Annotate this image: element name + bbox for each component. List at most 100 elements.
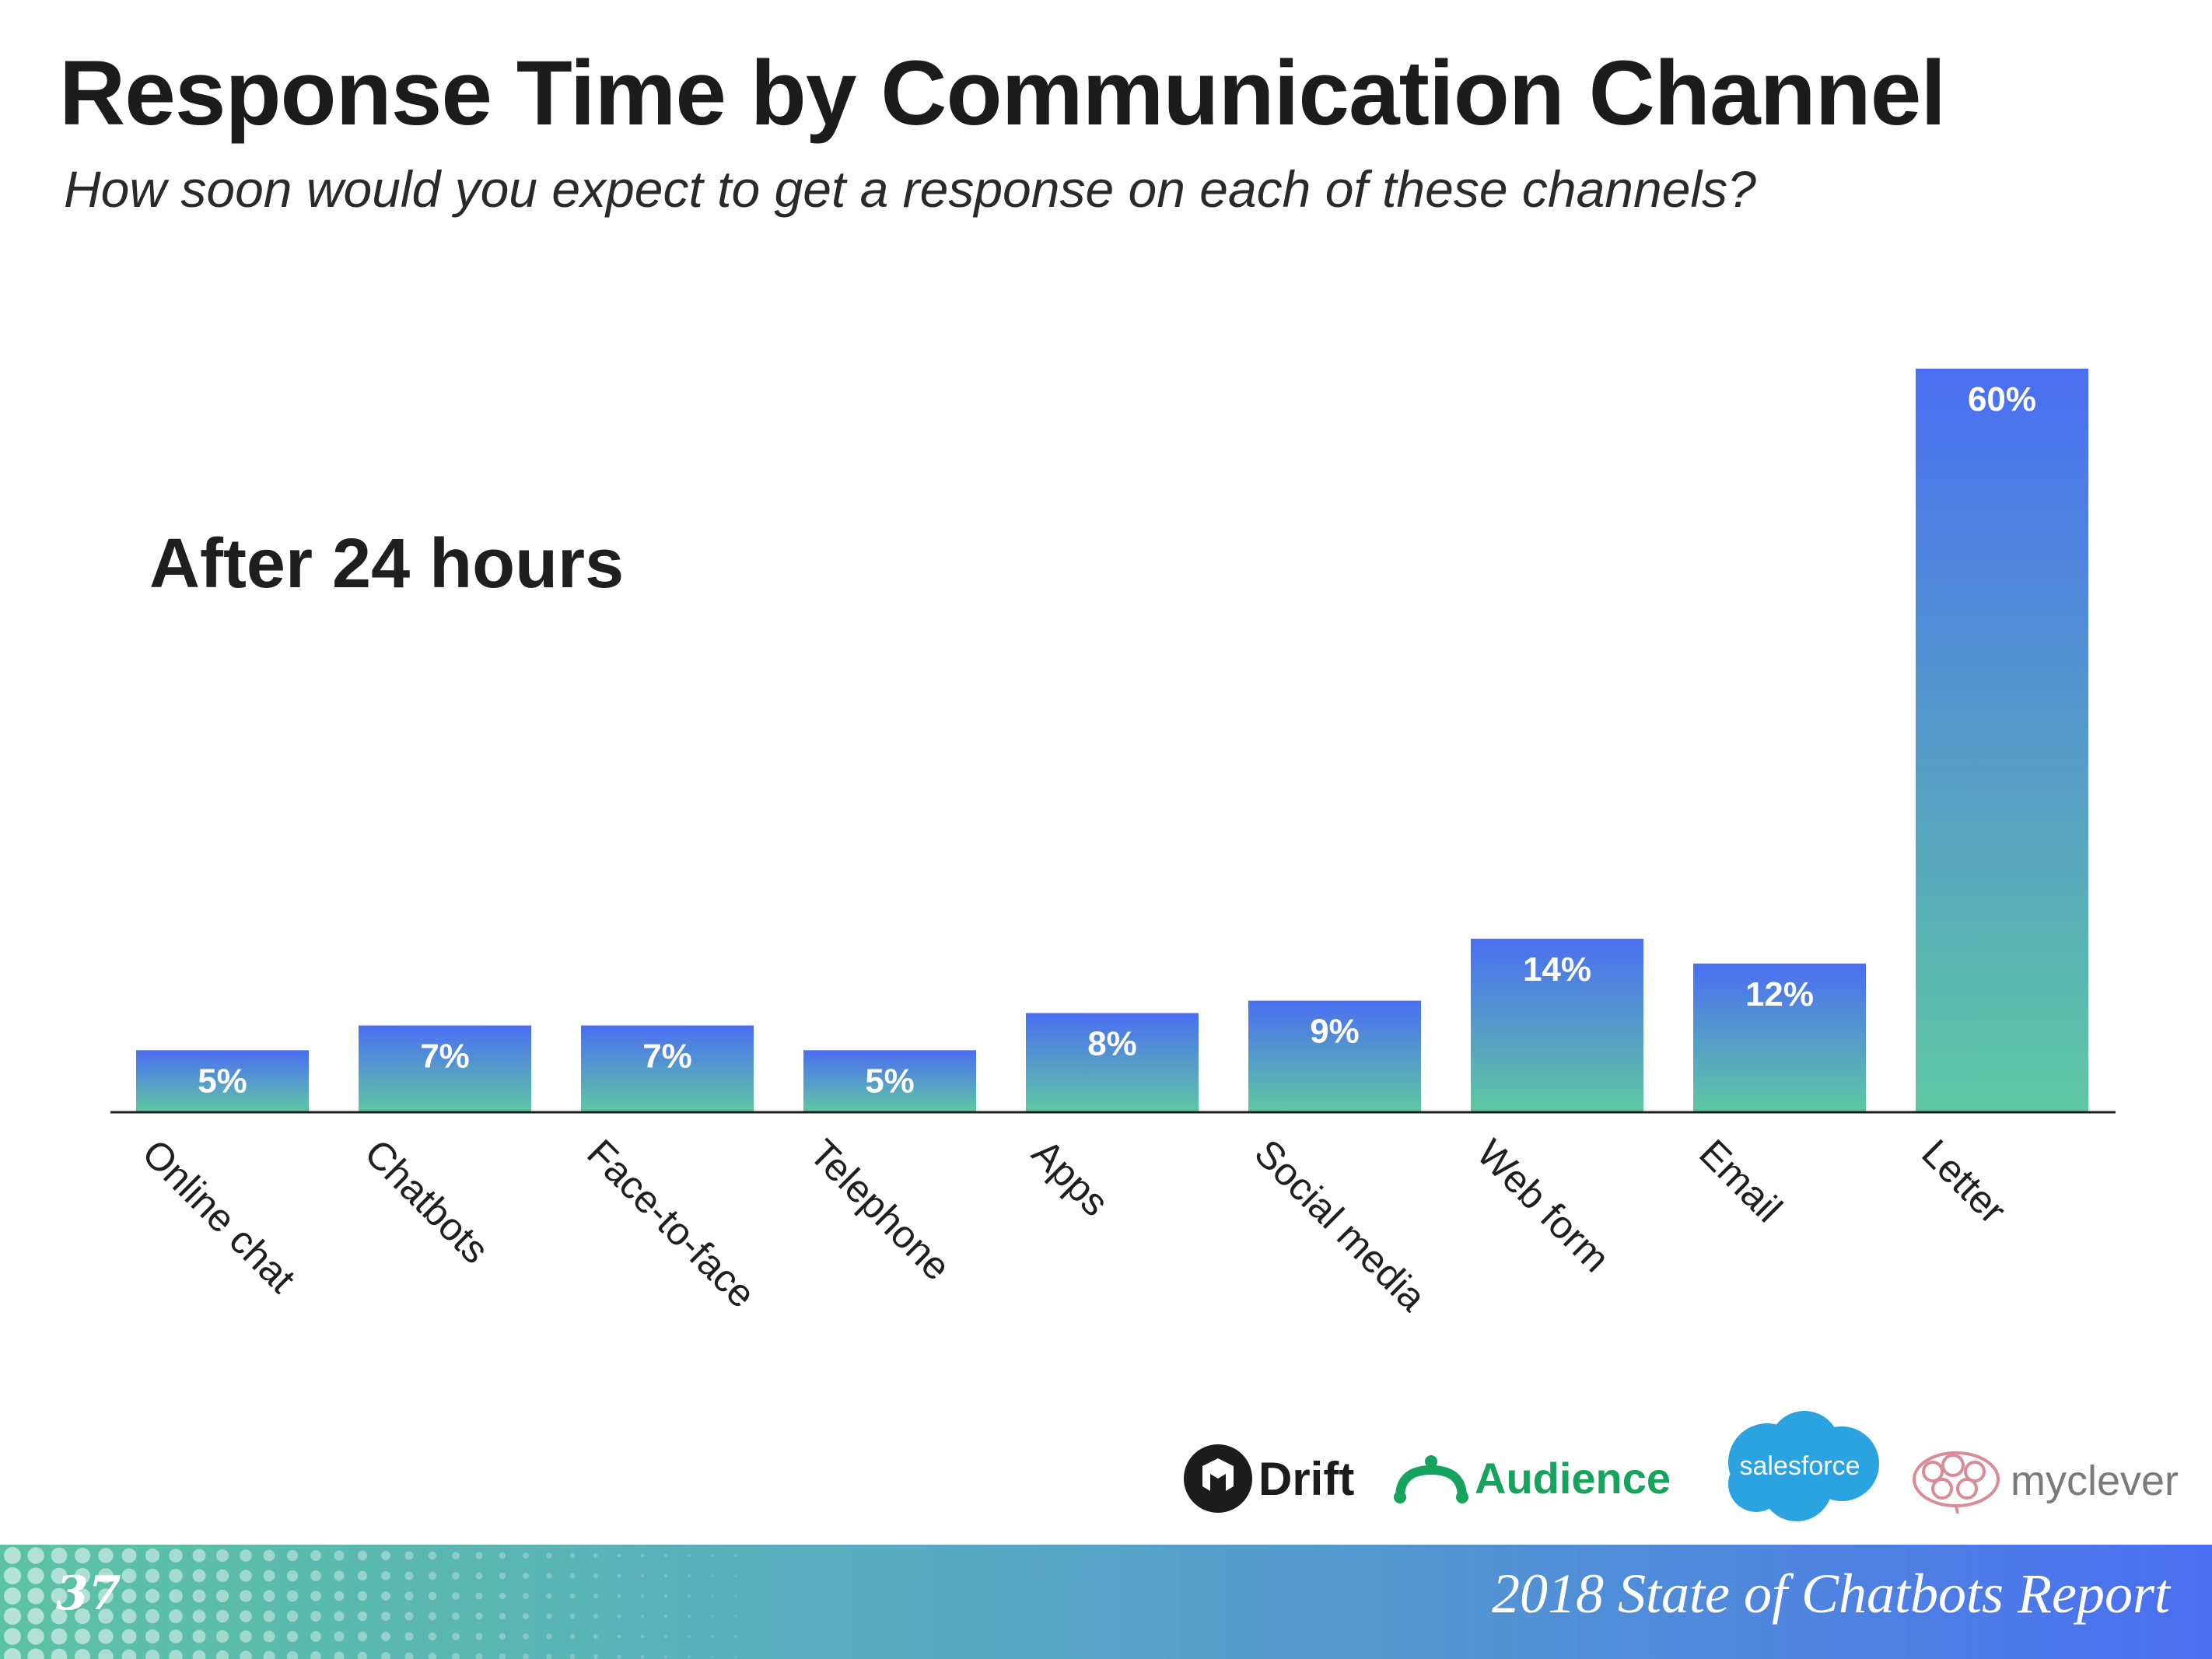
pattern-dot	[215, 1650, 229, 1659]
pattern-dot	[569, 1633, 576, 1640]
salesforce-cloud-icon: salesforce	[1728, 1411, 1879, 1521]
pattern-dot	[711, 1635, 714, 1638]
pattern-dot	[27, 1587, 44, 1605]
pattern-dot	[357, 1611, 368, 1622]
pattern-dot	[593, 1594, 598, 1598]
pattern-dot	[734, 1655, 737, 1658]
pattern-dot	[569, 1593, 576, 1599]
data-label-social-media: 9%	[1310, 1013, 1360, 1051]
pattern-dot	[593, 1573, 598, 1578]
pattern-dot	[663, 1553, 668, 1558]
pattern-dot	[640, 1594, 645, 1598]
pattern-dot	[357, 1591, 368, 1601]
pattern-dot	[51, 1567, 68, 1584]
pattern-dot	[215, 1629, 229, 1643]
pattern-dot	[499, 1552, 506, 1559]
pattern-dot	[381, 1612, 390, 1621]
pattern-dot	[569, 1613, 576, 1619]
data-label-apps: 8%	[1087, 1025, 1137, 1063]
pattern-dot	[617, 1553, 621, 1558]
pattern-dot	[192, 1589, 206, 1603]
pattern-dot	[523, 1573, 529, 1579]
pattern-dot	[428, 1591, 437, 1601]
pattern-dot	[334, 1570, 345, 1581]
report-title: 2018 State of Chatbots Report	[1492, 1563, 2170, 1625]
x-tick-label-telephone: Telephone	[801, 1131, 959, 1289]
pattern-dot	[357, 1550, 368, 1561]
drift-logo: Drift	[1182, 1443, 1354, 1514]
pattern-dot	[688, 1655, 691, 1658]
pattern-dot	[711, 1594, 714, 1598]
pattern-dot	[617, 1573, 621, 1578]
pattern-dot	[499, 1633, 506, 1640]
pattern-dot	[523, 1593, 529, 1599]
x-tick-label-email: Email	[1691, 1131, 1790, 1230]
pattern-dot	[593, 1614, 598, 1619]
pattern-dot	[617, 1614, 621, 1619]
pattern-dot	[169, 1589, 183, 1603]
pattern-dot	[286, 1650, 299, 1659]
pattern-dot	[640, 1654, 645, 1659]
pattern-dot	[4, 1628, 21, 1645]
partner-logos: Drift Audience salesforce	[1167, 1408, 2212, 1540]
myclever-logo: myclever	[1909, 1448, 2179, 1514]
pattern-dot	[240, 1610, 252, 1622]
pattern-dot	[475, 1592, 483, 1600]
pattern-dot	[27, 1648, 44, 1659]
pattern-dot	[334, 1651, 345, 1659]
pattern-dot	[499, 1612, 506, 1620]
pattern-dot	[734, 1594, 737, 1598]
pattern-dot	[98, 1548, 114, 1563]
pattern-dot	[381, 1652, 390, 1659]
pattern-dot	[121, 1649, 137, 1659]
pattern-dot	[617, 1594, 621, 1598]
pattern-dot	[452, 1612, 460, 1620]
pattern-dot	[121, 1568, 137, 1584]
pattern-dot	[169, 1569, 183, 1583]
pattern-dot	[428, 1612, 437, 1621]
pattern-dot	[74, 1628, 91, 1645]
pattern-dot	[688, 1635, 691, 1638]
pattern-dot	[169, 1650, 183, 1659]
pattern-dot	[145, 1588, 160, 1604]
pattern-dot	[640, 1634, 645, 1639]
page-number: 37	[56, 1566, 121, 1621]
pattern-dot	[640, 1614, 645, 1619]
pattern-dot	[192, 1629, 206, 1643]
pattern-dot	[51, 1608, 68, 1625]
pattern-dot	[145, 1568, 160, 1584]
pattern-dot	[499, 1653, 506, 1659]
pattern-dot	[192, 1650, 206, 1659]
pattern-dot	[688, 1594, 691, 1598]
pattern-dot	[27, 1608, 44, 1625]
pattern-dot	[263, 1549, 275, 1562]
pattern-dot	[546, 1613, 552, 1619]
pattern-dot	[215, 1569, 229, 1583]
pattern-dot	[404, 1551, 414, 1560]
pattern-dot	[546, 1573, 552, 1579]
pattern-dot	[428, 1571, 437, 1580]
pattern-dot	[734, 1615, 737, 1618]
data-label-letter: 60%	[1968, 380, 2036, 418]
pattern-dot	[310, 1651, 321, 1659]
pattern-dot	[4, 1648, 21, 1659]
pattern-dot	[381, 1591, 390, 1601]
pattern-dot	[546, 1654, 552, 1659]
pattern-dot	[4, 1567, 21, 1584]
pattern-dot	[74, 1567, 91, 1584]
pattern-dot	[734, 1574, 737, 1577]
pattern-dot	[523, 1552, 529, 1559]
page-title: Response Time by Communication Channel	[59, 42, 1946, 145]
footer-band: 37 2018 State of Chatbots Report	[0, 1545, 2212, 1659]
data-label-email: 12%	[1745, 975, 1814, 1013]
pattern-dot	[74, 1547, 91, 1564]
pattern-dot	[286, 1610, 299, 1622]
pattern-dot	[404, 1571, 414, 1580]
pattern-dot	[569, 1552, 576, 1559]
bar-email	[1693, 963, 1866, 1112]
pattern-dot	[475, 1612, 483, 1620]
pattern-dot	[452, 1633, 460, 1640]
pattern-dot	[569, 1654, 576, 1659]
pattern-dot	[381, 1551, 390, 1560]
